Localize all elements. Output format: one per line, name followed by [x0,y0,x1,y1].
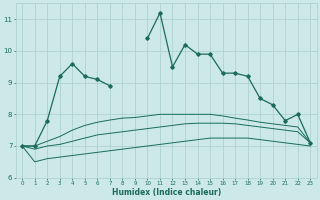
X-axis label: Humidex (Indice chaleur): Humidex (Indice chaleur) [112,188,221,197]
